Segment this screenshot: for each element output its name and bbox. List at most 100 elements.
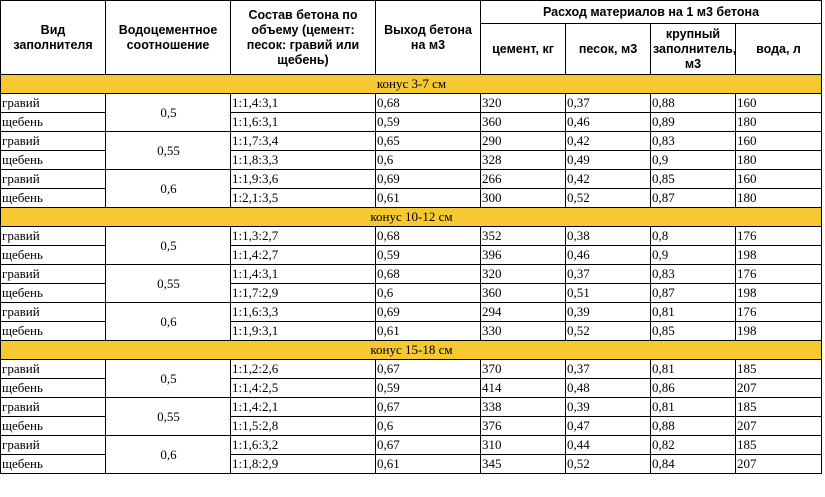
table-row: гравий 0,5 1:1,4:3,1 0,68 320 0,37 0,88 160 [0,93,822,132]
yield-cell: 0,67 [375,397,481,417]
sand-cell: 0,38 [565,226,651,246]
composition-cell: 1:1,8:3,3 [230,150,376,170]
water-cell: 207 [735,454,822,474]
water-cell: 185 [735,397,822,417]
composition-cell: 1:1,4:2,7 [230,245,376,265]
water-cell: 176 [735,226,822,246]
aggregate-cell: гравий [0,93,106,113]
table-row: щебень 1:1,4:2,5 0,59 414 0,48 0,86 207 [0,378,822,398]
cone-section-row: конус 10-12 см [0,207,822,227]
water-cell: 180 [735,112,822,132]
yield-cell: 0,61 [375,454,481,474]
coarse-cell: 0,89 [650,112,736,132]
cement-cell: 338 [480,397,566,417]
aggregate-cell: щебень [0,188,106,208]
coarse-cell: 0,8 [650,226,736,246]
water-cell: 198 [735,245,822,265]
composition-cell: 1:1,3:2,7 [230,226,376,246]
water-cell: 160 [735,93,822,113]
aggregate-cell: гравий [0,302,106,322]
aggregate-cell: гравий [0,226,106,246]
coarse-cell: 0,9 [650,150,736,170]
cement-cell: 294 [480,302,566,322]
cement-cell: 320 [480,264,566,284]
yield-cell: 0,59 [375,378,481,398]
aggregate-cell: гравий [0,397,106,417]
composition-cell: 1:1,7:3,4 [230,131,376,151]
coarse-cell: 0,88 [650,416,736,436]
water-cell: 176 [735,302,822,322]
aggregate-cell: щебень [0,283,106,303]
water-cell: 198 [735,283,822,303]
yield-cell: 0,68 [375,264,481,284]
cone-section-row: конус 3-7 см [0,74,822,94]
sand-cell: 0,46 [565,112,651,132]
sand-cell: 0,37 [565,264,651,284]
aggregate-cell: щебень [0,416,106,436]
yield-cell: 0,6 [375,416,481,436]
cement-cell: 396 [480,245,566,265]
water-cement-cell: 0,5 [105,93,231,132]
sand-cell: 0,48 [565,378,651,398]
coarse-cell: 0,87 [650,283,736,303]
table-row: гравий 0,55 1:1,4:2,1 0,67 338 0,39 0,81 185 [0,397,822,436]
yield-cell: 0,67 [375,359,481,379]
water-cell: 198 [735,321,822,341]
composition-cell: 1:1,6:3,1 [230,112,376,132]
water-cell: 160 [735,169,822,189]
coarse-cell: 0,81 [650,359,736,379]
header-composition: Состав бетона по объему (цемент: песок: … [230,0,376,75]
table-row: гравий 0,6 1:1,6:3,2 0,67 310 0,44 0,82 185 [0,435,822,474]
sand-cell: 0,42 [565,169,651,189]
sand-cell: 0,47 [565,416,651,436]
yield-cell: 0,69 [375,169,481,189]
composition-cell: 1:1,4:2,1 [230,397,376,417]
coarse-cell: 0,82 [650,435,736,455]
aggregate-cell: гравий [0,169,106,189]
header-coarse: крупный заполнитель, м3 [650,23,736,75]
table-row: щебень 1:1,6:3,1 0,59 360 0,46 0,89 180 [0,112,822,132]
aggregate-cell: щебень [0,112,106,132]
header-cement: цемент, кг [480,23,566,75]
yield-cell: 0,61 [375,188,481,208]
sand-cell: 0,51 [565,283,651,303]
table-row: гравий 0,5 1:1,2:2,6 0,67 370 0,37 0,81 185 [0,359,822,398]
water-cement-cell: 0,55 [105,397,231,436]
coarse-cell: 0,85 [650,169,736,189]
table-row: гравий 0,55 1:1,7:3,4 0,65 290 0,42 0,83 160 [0,131,822,170]
sand-cell: 0,49 [565,150,651,170]
table-row: гравий 0,6 1:1,6:3,3 0,69 294 0,39 0,81 176 [0,302,822,341]
water-cement-cell: 0,6 [105,169,231,208]
water-cement-cell: 0,6 [105,435,231,474]
composition-cell: 1:2,1:3,5 [230,188,376,208]
cement-cell: 360 [480,112,566,132]
water-cement-cell: 0,5 [105,226,231,265]
cement-cell: 376 [480,416,566,436]
sand-cell: 0,52 [565,321,651,341]
sand-cell: 0,37 [565,359,651,379]
concrete-mix-table: Вид заполнителя Водоцементное соотношени… [0,0,822,474]
header-concrete-yield: Выход бетона на м3 [375,0,481,75]
yield-cell: 0,68 [375,93,481,113]
sand-cell: 0,42 [565,131,651,151]
header-water-cement: Водоцементное соотношение [105,0,231,75]
composition-cell: 1:1,4:2,5 [230,378,376,398]
aggregate-cell: гравий [0,264,106,284]
table-row: щебень 1:1,4:2,7 0,59 396 0,46 0,9 198 [0,245,822,265]
sand-cell: 0,39 [565,397,651,417]
cement-cell: 330 [480,321,566,341]
table-row: гравий 0,55 1:1,4:3,1 0,68 320 0,37 0,83 176 [0,264,822,303]
cement-cell: 360 [480,283,566,303]
composition-cell: 1:1,6:3,2 [230,435,376,455]
composition-cell: 1:1,4:3,1 [230,264,376,284]
cement-cell: 320 [480,93,566,113]
cement-cell: 352 [480,226,566,246]
coarse-cell: 0,81 [650,397,736,417]
cement-cell: 414 [480,378,566,398]
cement-cell: 290 [480,131,566,151]
table-header: Вид заполнителя Водоцементное соотношени… [0,0,822,75]
sand-cell: 0,52 [565,188,651,208]
aggregate-cell: щебень [0,150,106,170]
water-cement-cell: 0,5 [105,359,231,398]
aggregate-cell: гравий [0,435,106,455]
